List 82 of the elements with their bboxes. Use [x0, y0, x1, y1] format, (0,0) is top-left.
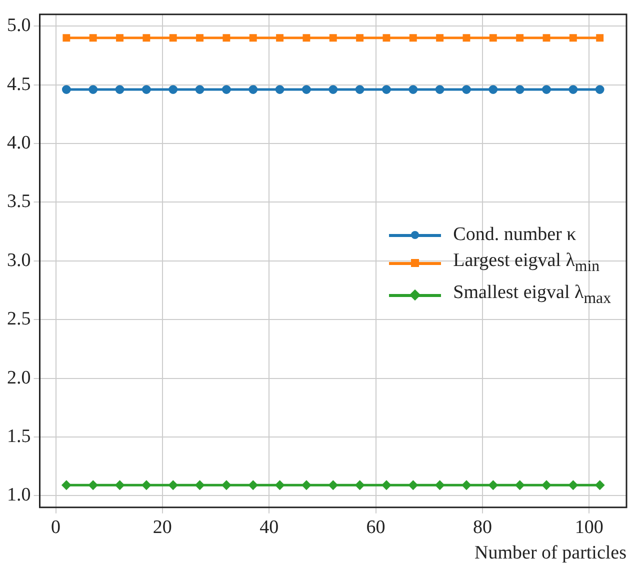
- point: [355, 480, 364, 490]
- point: [88, 480, 98, 490]
- point: [302, 85, 311, 94]
- x-tick-label: 0: [51, 516, 60, 538]
- point: [462, 480, 471, 490]
- point: [275, 85, 284, 94]
- point: [542, 85, 551, 94]
- point: [195, 480, 204, 490]
- y-tick-label: 4.5: [7, 74, 31, 95]
- point: [222, 34, 230, 42]
- point: [222, 480, 231, 490]
- point: [435, 85, 444, 94]
- point: [115, 85, 124, 94]
- point: [488, 480, 498, 490]
- point: [302, 480, 311, 490]
- point: [489, 34, 497, 42]
- point: [168, 85, 178, 94]
- x-tick-label: 20: [152, 516, 172, 538]
- point: [382, 34, 390, 42]
- point: [116, 34, 124, 42]
- point: [168, 480, 178, 490]
- point: [195, 85, 204, 94]
- point: [329, 34, 337, 42]
- point: [88, 85, 98, 94]
- point: [142, 85, 151, 94]
- point: [515, 480, 524, 490]
- point: [409, 34, 417, 42]
- point: [356, 34, 364, 42]
- point: [355, 85, 364, 94]
- point: [89, 34, 97, 42]
- point: [542, 480, 551, 490]
- point: [275, 480, 284, 490]
- x-tick-label: 80: [472, 516, 492, 538]
- point: [328, 480, 338, 490]
- point: [569, 34, 577, 42]
- y-tick-label: 5.0: [7, 15, 31, 36]
- point: [302, 34, 310, 42]
- point: [222, 85, 231, 94]
- point: [462, 85, 471, 94]
- point: [408, 480, 418, 490]
- point: [382, 85, 391, 94]
- point: [595, 480, 604, 490]
- point: [62, 34, 70, 42]
- point: [595, 85, 604, 94]
- point: [248, 85, 258, 94]
- y-tick-label: 1.0: [7, 484, 31, 506]
- y-tick-label: 2.5: [7, 308, 31, 330]
- legend-label: Cond. number κ: [453, 223, 576, 247]
- x-axis-title: Number of particles: [474, 542, 626, 564]
- point: [436, 34, 444, 42]
- point: [169, 34, 177, 42]
- point: [596, 34, 604, 42]
- point: [196, 34, 204, 42]
- y-tick-label: 4.0: [7, 132, 31, 154]
- point: [516, 34, 524, 42]
- point: [568, 85, 578, 94]
- x-tick-label: 40: [260, 516, 279, 538]
- point: [488, 85, 498, 94]
- point: [328, 85, 338, 94]
- x-tick-label: 100: [574, 516, 604, 538]
- point: [408, 85, 418, 94]
- point: [542, 34, 550, 42]
- y-tick-label: 1.5: [7, 426, 31, 447]
- point: [62, 85, 71, 94]
- point: [568, 480, 578, 490]
- point: [276, 34, 284, 42]
- point: [142, 480, 151, 490]
- y-tick-label: 3.5: [7, 191, 31, 212]
- point: [115, 480, 124, 490]
- y-tick-label: 2.0: [7, 367, 31, 388]
- point: [62, 480, 71, 490]
- point: [382, 480, 391, 490]
- y-tick-label: 3.0: [7, 250, 31, 271]
- legend-label: Largest eigval λ$_{min}$: [453, 249, 600, 277]
- point: [515, 85, 524, 94]
- point: [248, 480, 258, 490]
- point: [462, 34, 470, 42]
- point: [142, 34, 150, 42]
- point: [435, 480, 444, 490]
- legend-label: Smallest eigval λ$_{max}$: [453, 280, 611, 309]
- x-tick-label: 60: [366, 516, 386, 538]
- point: [249, 34, 257, 42]
